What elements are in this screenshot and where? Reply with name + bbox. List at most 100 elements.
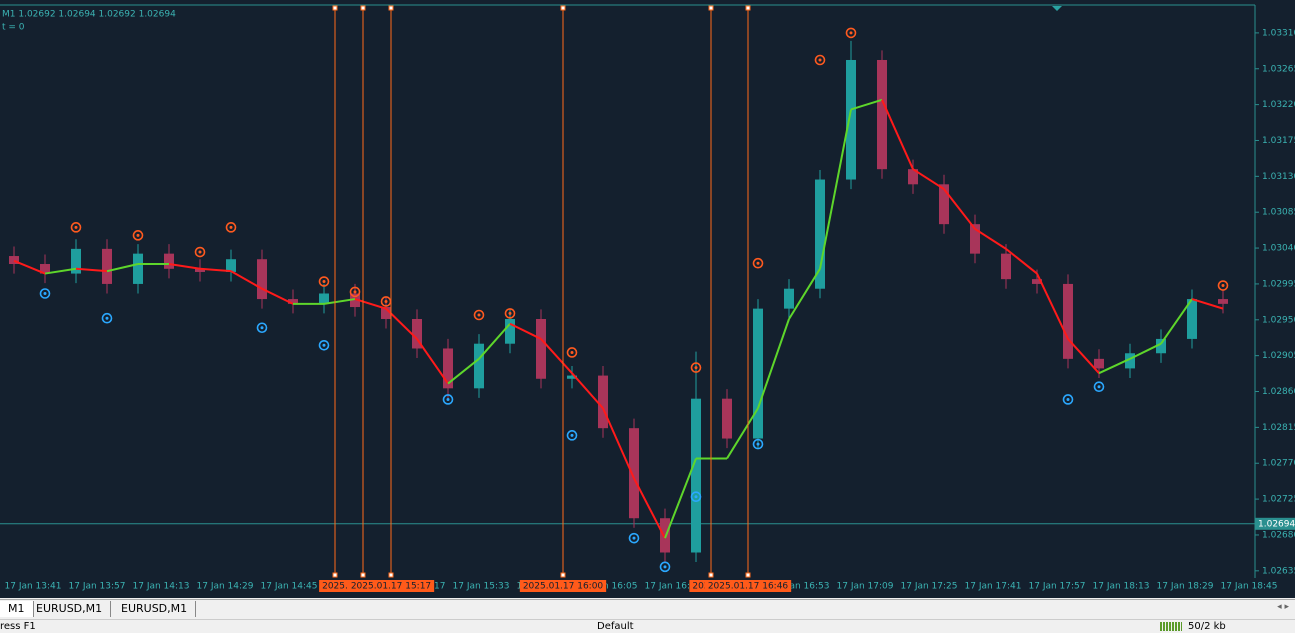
ma-segment [509,322,542,340]
x-tick-label: 17 Jan 17:41 [965,582,1022,592]
sell-signal [349,286,361,298]
sell-signal [690,362,702,373]
ma-segment [664,458,697,539]
y-tick-label: 1.03130 [1262,172,1295,182]
candle-body [133,253,143,284]
sell-signal [845,27,857,39]
buy-signal-dot [663,565,667,569]
x-tick-label: 17 Jan 18:13 [1093,582,1150,592]
candle-body [381,307,391,319]
x-tick-label: 17 Jan 14:29 [197,582,254,592]
candle-body [784,288,794,309]
x-tick-label: 17 Jan 18:29 [1157,582,1214,592]
sell-signal-dot [508,311,512,315]
x-tick-label: 17 Jan 16:53 [773,582,830,592]
candle-body [629,428,639,519]
tab[interactable]: M1 [0,601,34,617]
sell-signal [814,54,826,66]
buy-signal-dot [1066,397,1070,401]
buy-signal-dot [632,536,636,540]
ma-segment [912,168,945,190]
tab[interactable]: EURUSD,M1 [113,601,197,617]
candle-body [288,299,298,304]
candle-body [350,293,360,308]
sell-signal-dot [818,58,822,62]
sell-signal-dot [384,299,388,303]
sell-signal-dot [229,225,233,229]
sell-signal-dot [322,280,326,284]
y-tick-label: 1.02770 [1262,459,1295,469]
sell-signal-dot [756,261,760,265]
ma-segment [447,358,480,385]
candle-body [598,375,608,429]
ma-segment [1160,298,1193,345]
candle-body [226,259,236,272]
buy-signal [628,532,640,544]
candle-body [908,169,918,185]
candle-body [722,398,732,439]
status-traffic: 50/2 kb [1188,621,1226,632]
x-tick-label: 17 Jan 17:57 [1029,582,1086,592]
ma-segment [106,263,139,273]
marker-handle [388,572,394,578]
y-tick-label: 1.02995 [1262,279,1295,289]
ma-segment [13,259,46,275]
y-tick-label: 1.02950 [1262,315,1295,325]
x-tick-label: 17 Jan 17:09 [837,582,894,592]
x-tick-label: 17 Jan 15:33 [453,582,510,592]
buy-signal-dot [1097,385,1101,389]
status-profile: Default [597,621,634,632]
background [0,0,1295,598]
status-help: ress F1 [0,621,36,632]
buy-signal-dot [322,343,326,347]
candle-body [40,264,50,274]
sell-signal-dot [849,31,853,35]
y-tick-label: 1.03175 [1262,136,1295,146]
candle-body [257,259,267,300]
ma-segment [1067,338,1100,374]
buy-signal-dot [43,291,47,295]
sell-signal-dot [353,290,357,294]
ma-segment [726,407,759,459]
sell-signal [504,308,516,319]
status-bar: ress F1 Default 50/2 kb [0,619,1295,633]
ma-segment [1005,248,1038,275]
sell-signal-dot [74,225,78,229]
y-tick-label: 1.03085 [1262,208,1295,218]
chart: M1 1.02692 1.02694 1.02692 1.02694 t = 0… [0,0,1295,598]
x-tick-label: 17 Jan 16:05 [581,582,638,592]
candle-body [1094,358,1104,369]
ma-segment [230,270,263,290]
y-tick-label: 1.02860 [1262,387,1295,397]
sell-signal-dot [136,233,140,237]
marker-label: 2025.01.17 16:00 [523,582,604,592]
sell-signal [473,309,485,321]
chart-title: M1 1.02692 1.02694 1.02692 1.02694 [2,10,176,20]
sell-signal [194,246,206,258]
sell-signal [318,276,330,287]
sell-signal-dot [570,350,574,354]
y-tick-label: 1.03310 [1262,28,1295,38]
candle-body [1125,353,1135,369]
y-tick-label: 1.03265 [1262,64,1295,74]
ma-segment [602,407,635,479]
candle-body [474,343,484,389]
tab[interactable]: EURUSD,M1 [28,601,112,617]
y-tick-label: 1.03220 [1262,100,1295,110]
sell-signal [566,347,578,358]
marker-handle [332,5,338,11]
marker-label: 2025. [322,582,348,592]
buy-signal [690,491,702,503]
x-tick-label: 17 Jan 16:21 [645,582,702,592]
marker-label-bg [319,580,351,592]
ma-segment [571,372,604,409]
marker-handle [745,572,751,578]
scroll-arrows[interactable]: ◂ ▸ [1277,602,1289,612]
ma-segment [354,298,387,310]
sell-signal [225,222,237,233]
candle-body [9,256,19,265]
buy-signal [256,322,268,334]
sell-signal [1217,280,1229,291]
sell-signal [70,222,82,233]
buy-signal [752,438,764,450]
